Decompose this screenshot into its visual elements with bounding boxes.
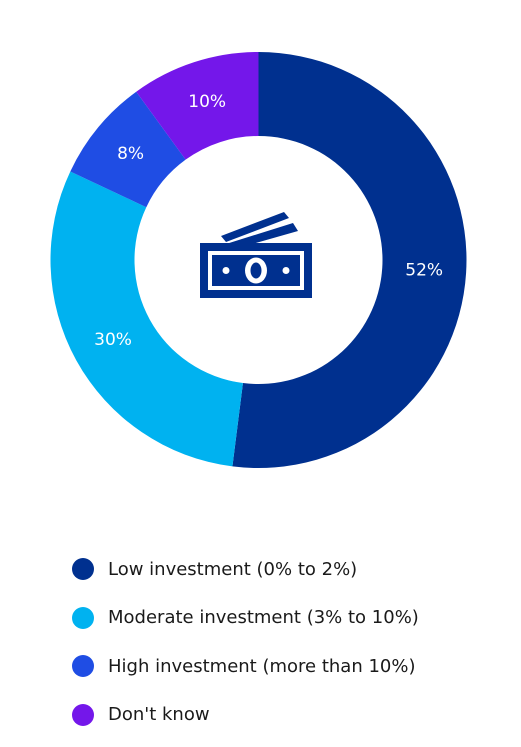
legend-item-dont-know: Don't know bbox=[72, 691, 512, 740]
donut-slice bbox=[70, 91, 186, 208]
donut-chart: 52% 30% 8% 10% bbox=[50, 52, 467, 468]
legend-swatch bbox=[72, 558, 94, 581]
legend-swatch bbox=[72, 703, 94, 726]
slice-value-label: 10% bbox=[188, 92, 226, 112]
legend-item-high-investment: High investment (more than 10%) bbox=[72, 642, 512, 691]
legend-label: Don't know bbox=[108, 704, 210, 726]
legend-item-moderate-investment: Moderate investment (3% to 10%) bbox=[72, 594, 512, 643]
legend-swatch bbox=[72, 655, 94, 678]
slice-value-label: 8% bbox=[117, 144, 144, 164]
donut-slice bbox=[50, 171, 243, 467]
slice-labels: 52% 30% 8% 10% bbox=[94, 92, 443, 350]
money-bills-icon bbox=[200, 212, 312, 298]
legend-label: High investment (more than 10%) bbox=[108, 655, 416, 677]
legend-swatch bbox=[72, 606, 94, 629]
donut-slice bbox=[136, 52, 259, 160]
legend-label: Moderate investment (3% to 10%) bbox=[108, 607, 419, 629]
slice-value-label: 52% bbox=[405, 260, 443, 280]
donut-slices bbox=[50, 52, 467, 468]
slice-value-label: 30% bbox=[94, 330, 132, 350]
donut-slice bbox=[232, 52, 467, 468]
legend-item-low-investment: Low investment (0% to 2%) bbox=[72, 545, 512, 594]
chart-legend: Low investment (0% to 2%) Moderate inves… bbox=[72, 545, 512, 739]
legend-label: Low investment (0% to 2%) bbox=[108, 558, 358, 580]
